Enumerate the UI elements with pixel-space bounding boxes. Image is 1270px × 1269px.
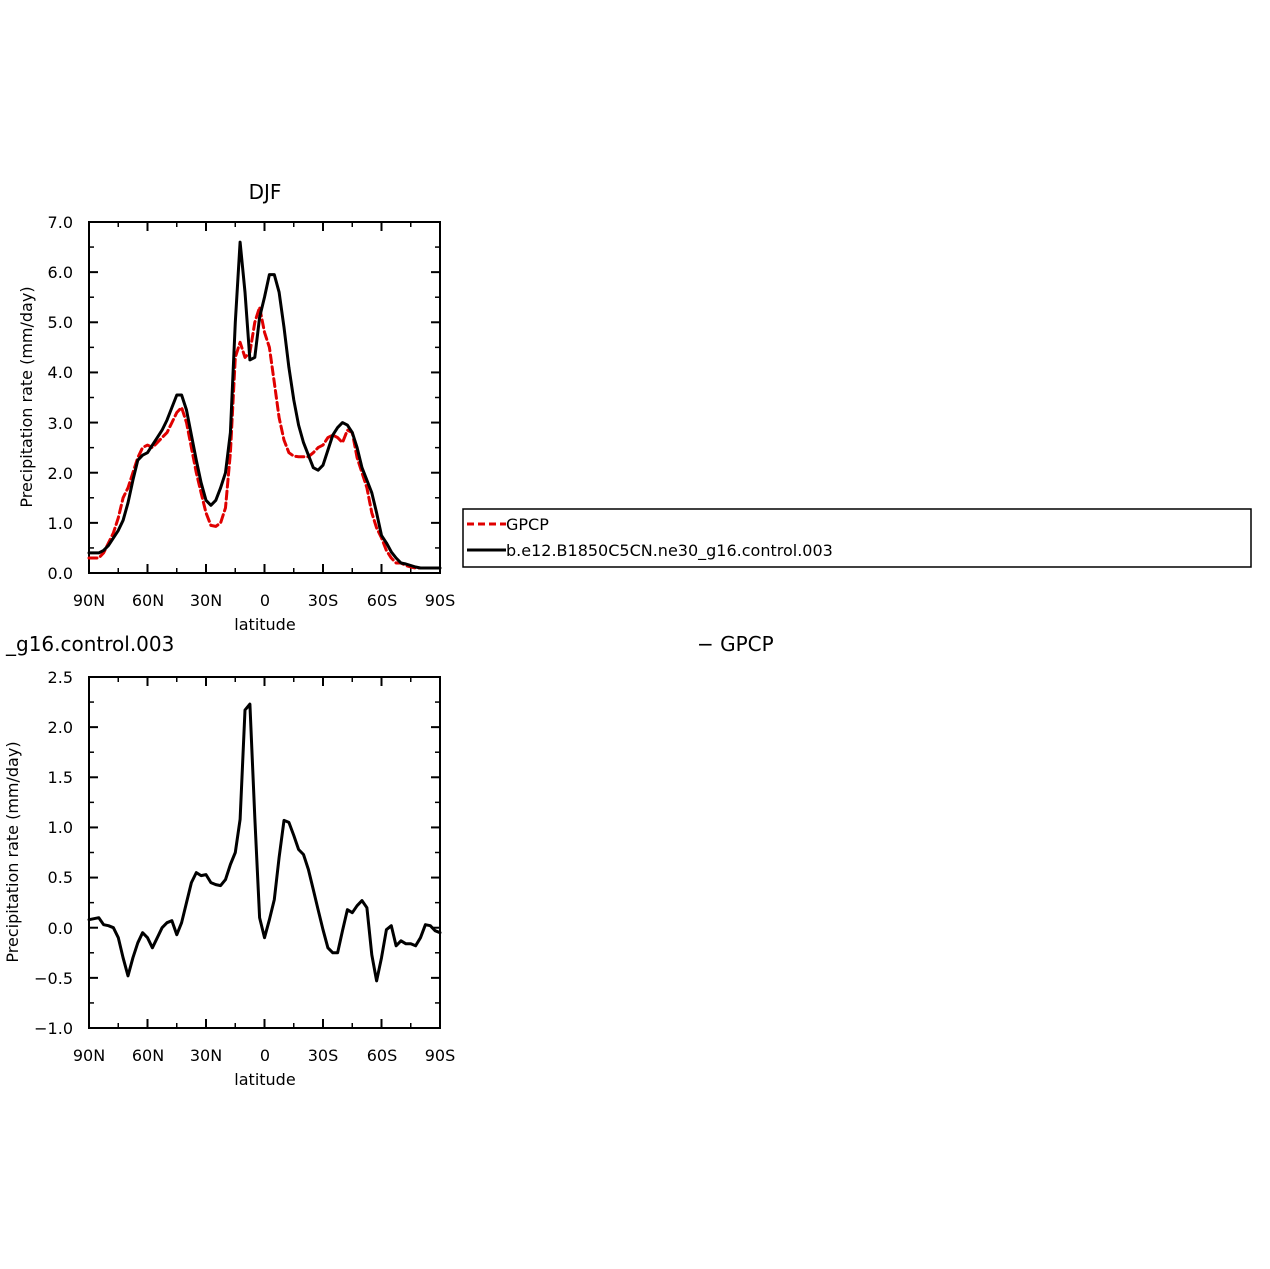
- bottom-y-tick-label-1: 1.0: [48, 818, 73, 837]
- top-y-tick-label-3: 3.0: [48, 414, 73, 433]
- top-y-tick-label-4: 4.0: [48, 363, 73, 382]
- top-y-tick-label-6: 6.0: [48, 263, 73, 282]
- bottom-y-tick-label-neg1: −1.0: [34, 1019, 73, 1038]
- bottom-chart: _g16.control.003 − GPCP 90N 60N 30N 0 30…: [3, 632, 774, 1089]
- bottom-plot-frame: [88, 676, 441, 1029]
- bottom-x-tick-label-60n: 60N: [132, 1046, 164, 1065]
- bottom-y-tick-label-2: 2.0: [48, 718, 73, 737]
- top-axis-ticks: [88, 221, 441, 574]
- top-x-tick-label-0: 0: [260, 591, 270, 610]
- top-y-tick-label-1: 1.0: [48, 514, 73, 533]
- top-y-axis-label: Precipitation rate (mm/day): [17, 286, 36, 507]
- bottom-y-tick-label-05: 0.5: [48, 868, 73, 887]
- bottom-x-tick-label-90n: 90N: [73, 1046, 105, 1065]
- bottom-axis-ticks: [88, 676, 441, 1029]
- bottom-chart-title-right: − GPCP: [697, 632, 774, 656]
- legend: GPCP b.e12.B1850C5CN.ne30_g16.control.00…: [462, 508, 1252, 568]
- top-y-tick-label-5: 5.0: [48, 313, 73, 332]
- legend-label-model: b.e12.B1850C5CN.ne30_g16.control.003: [506, 541, 833, 561]
- bottom-x-tick-label-0: 0: [260, 1046, 270, 1065]
- bottom-x-tick-label-30n: 30N: [190, 1046, 222, 1065]
- bottom-chart-title: _g16.control.003: [5, 632, 174, 656]
- top-x-tick-label-60n: 60N: [132, 591, 164, 610]
- legend-box: [462, 508, 1252, 568]
- top-chart-title: DJF: [249, 180, 282, 204]
- top-series-line-b-e12-b1850c5cn-ne30-g16-control-003: [87, 240, 442, 570]
- top-series-line-gpcp: [87, 305, 442, 570]
- bottom-y-axis-label: Precipitation rate (mm/day): [3, 741, 22, 962]
- bottom-y-tick-label-neg05: −0.5: [34, 969, 73, 988]
- bottom-x-tick-label-60s: 60S: [367, 1046, 398, 1065]
- top-series-layer: [87, 240, 442, 570]
- top-x-tick-label-60s: 60S: [367, 591, 398, 610]
- bottom-series-layer: [87, 702, 442, 983]
- top-chart: DJF 90N 60N 30N 0 30S 60S 90S 0.0 1.0 2.…: [17, 180, 455, 634]
- top-plot-frame: [88, 221, 441, 574]
- bottom-series-line-difference: [87, 702, 442, 983]
- top-x-tick-label-90s: 90S: [425, 591, 456, 610]
- top-y-tick-label-0: 0.0: [48, 564, 73, 583]
- bottom-x-tick-label-90s: 90S: [425, 1046, 456, 1065]
- bottom-y-tick-label-15: 1.5: [48, 768, 73, 787]
- bottom-y-tick-label-0: 0.0: [48, 919, 73, 938]
- bottom-x-axis-label: latitude: [234, 1070, 295, 1089]
- top-x-axis-label: latitude: [234, 615, 295, 634]
- bottom-x-tick-label-30s: 30S: [308, 1046, 339, 1065]
- top-x-tick-label-30n: 30N: [190, 591, 222, 610]
- top-y-tick-label-2: 2.0: [48, 464, 73, 483]
- top-x-tick-label-90n: 90N: [73, 591, 105, 610]
- legend-label-gpcp: GPCP: [506, 515, 549, 534]
- top-x-tick-label-30s: 30S: [308, 591, 339, 610]
- bottom-y-tick-label-25: 2.5: [48, 668, 73, 687]
- top-y-tick-label-7: 7.0: [48, 213, 73, 232]
